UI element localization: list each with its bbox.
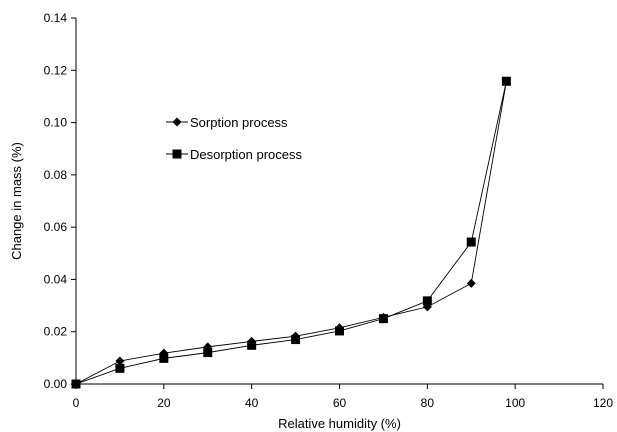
sorption-point xyxy=(466,278,476,288)
desorption-point xyxy=(291,335,301,345)
legend-item-desorption: Desorption process xyxy=(166,147,302,162)
y-tick-label: 0.14 xyxy=(44,11,68,25)
x-tick-label: 40 xyxy=(245,396,259,410)
x-tick-label: 80 xyxy=(421,396,435,410)
desorption-point xyxy=(378,314,388,324)
desorption-point xyxy=(159,353,169,363)
desorption-point xyxy=(466,237,476,247)
series-markers xyxy=(71,76,511,389)
y-tick-label: 0.12 xyxy=(44,63,68,77)
desorption-point xyxy=(501,76,511,86)
y-axis-title: Change in mass (%) xyxy=(9,142,24,260)
legend: Sorption process Desorption process xyxy=(166,115,302,162)
y-axis-ticks: 0.00 0.02 0.04 0.06 0.08 0.10 0.12 0.14 xyxy=(44,11,76,391)
legend-marker-square-icon xyxy=(172,149,182,159)
legend-marker-diamond-icon xyxy=(172,117,182,127)
x-tick-label: 120 xyxy=(593,396,613,410)
x-tick-label: 0 xyxy=(73,396,80,410)
desorption-point xyxy=(335,326,344,336)
legend-item-sorption: Sorption process xyxy=(166,115,288,130)
x-axis-ticks: 0 20 40 60 80 100 120 xyxy=(73,384,613,410)
legend-label-desorption: Desorption process xyxy=(190,147,302,162)
x-tick-label: 20 xyxy=(157,396,171,410)
y-tick-label: 0.06 xyxy=(44,220,68,234)
y-tick-label: 0.10 xyxy=(44,116,68,130)
y-tick-label: 0.04 xyxy=(44,272,68,286)
desorption-point xyxy=(247,340,257,350)
desorption-point xyxy=(115,363,125,373)
desorption-point xyxy=(203,348,213,358)
x-axis-title: Relative humidity (%) xyxy=(278,416,401,431)
y-tick-label: 0.00 xyxy=(44,377,68,391)
legend-label-sorption: Sorption process xyxy=(190,115,288,130)
desorption-point xyxy=(71,379,81,389)
desorption-point xyxy=(422,296,432,306)
y-tick-label: 0.08 xyxy=(44,168,68,182)
y-tick-label: 0.02 xyxy=(44,325,68,339)
x-tick-label: 100 xyxy=(505,396,525,410)
sorption-point xyxy=(115,356,125,366)
x-tick-label: 60 xyxy=(333,396,347,410)
